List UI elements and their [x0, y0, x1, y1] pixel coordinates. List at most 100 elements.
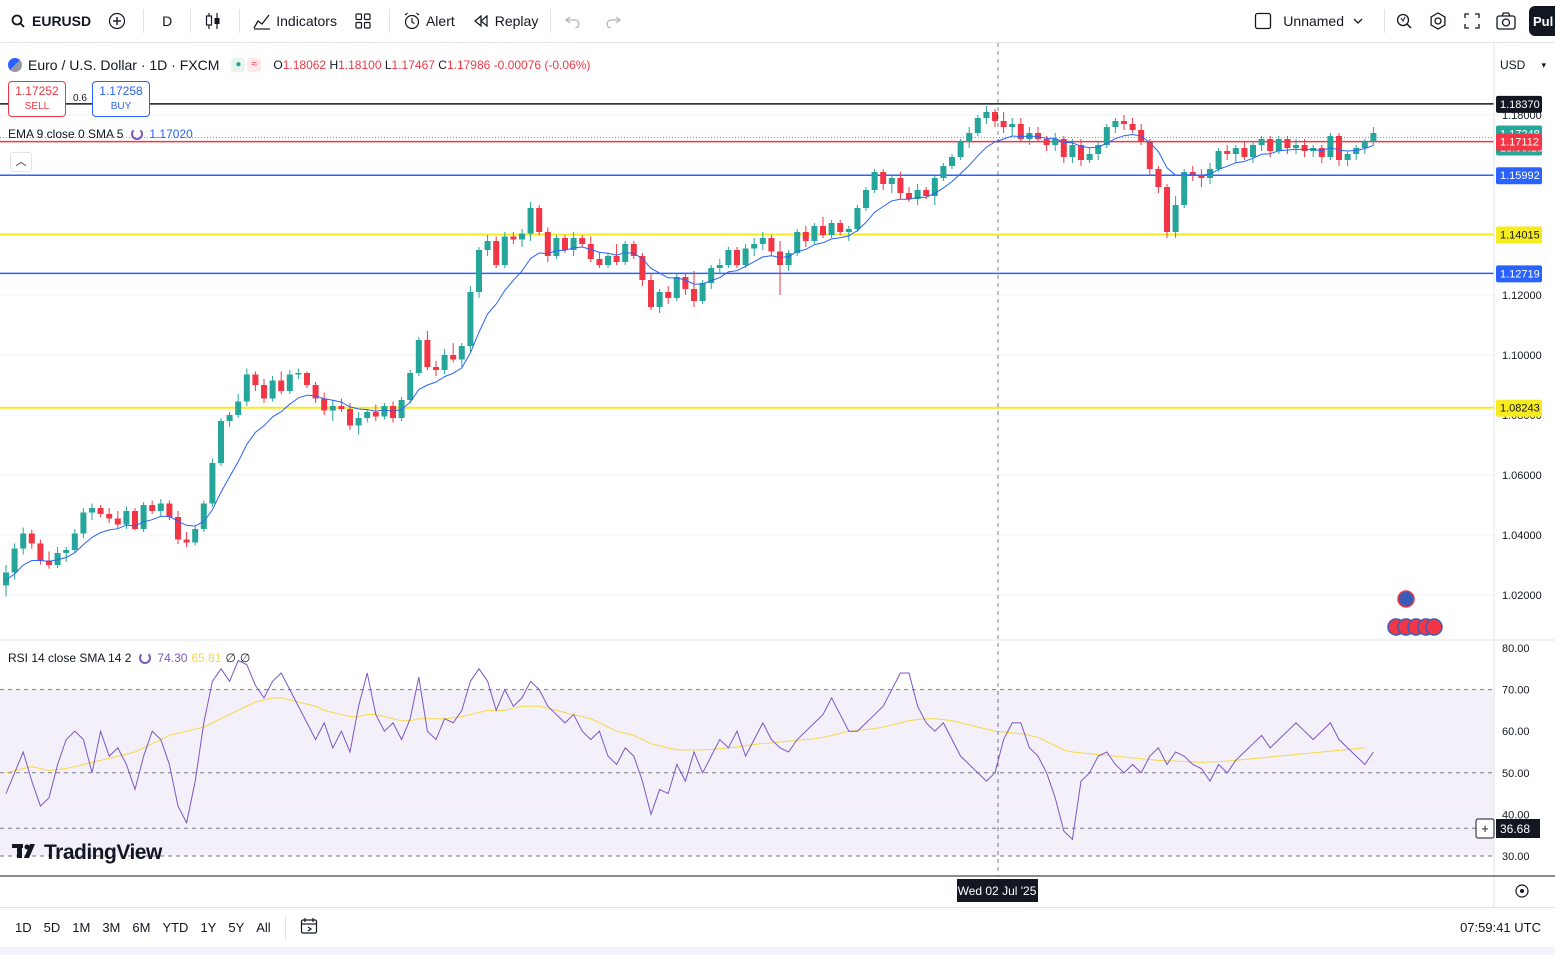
series-title[interactable]: Euro / U.S. Dollar · 1D · FXCM [28, 57, 220, 73]
candle-body [424, 340, 431, 367]
candle-body [175, 517, 181, 540]
rsi-tick-label: 50.00 [1502, 768, 1530, 780]
candle-body [1293, 145, 1299, 148]
candle-body [725, 250, 732, 265]
crosshair-date-text: Wed 02 Jul '25 [958, 884, 1037, 898]
rsi-tick-label: 40.00 [1502, 809, 1530, 821]
candle-body [235, 401, 242, 415]
ema-legend-label: EMA 9 close 0 SMA 5 [8, 127, 124, 141]
crosshair-date-label: Wed 02 Jul '25 [957, 879, 1038, 902]
economic-events-marker[interactable] [1387, 590, 1443, 636]
candle-body [931, 178, 938, 196]
price-level-label: 1.14015 [1500, 230, 1540, 242]
candle-body [613, 256, 620, 262]
rsi-crosshair-value: 36.68 [1500, 822, 1530, 836]
divider [190, 9, 192, 33]
candle-body [312, 385, 319, 399]
candle-body [1103, 127, 1110, 145]
price-tick-label: 1.12000 [1502, 290, 1542, 302]
utc-clock[interactable]: 07:59:41 UTC [1460, 920, 1541, 935]
candle-body [751, 244, 758, 249]
candle-body [441, 355, 448, 370]
chart-type-button[interactable] [195, 0, 235, 43]
range-button-all[interactable]: All [256, 920, 271, 935]
fullscreen-button[interactable] [1457, 0, 1491, 43]
low-value: 1.17467 [391, 58, 435, 72]
candle-body [1250, 145, 1256, 157]
candle-body [364, 412, 371, 418]
redo-button[interactable] [595, 0, 635, 43]
templates-button[interactable] [345, 0, 385, 43]
candle-body [63, 550, 70, 553]
candle-body [458, 346, 465, 360]
candle-body [37, 543, 44, 561]
ema-legend-value: 1.17020 [149, 127, 193, 141]
close-key: C [438, 58, 447, 72]
rsi-axis-ticks: 80.00 70.00 60.00 50.00 40.00 30.00 [1502, 643, 1530, 863]
currency-label: USD [1500, 58, 1526, 72]
candle-body [648, 280, 654, 307]
range-button-1m[interactable]: 1M [72, 920, 91, 935]
range-button-5d[interactable]: 5D [43, 920, 61, 935]
collapse-legend-button[interactable]: ︿ [10, 152, 32, 172]
symbol-search-button[interactable]: EURUSD [0, 0, 99, 43]
divider [284, 915, 286, 940]
candle-body [338, 406, 345, 409]
chevron-up-icon: ︿ [15, 156, 27, 168]
candle-body [794, 232, 801, 253]
range-button-1y[interactable]: 1Y [200, 920, 217, 935]
range-button-ytd[interactable]: YTD [162, 920, 189, 935]
candle-body [1164, 187, 1170, 232]
candle-body [450, 355, 457, 360]
candle-body [596, 259, 603, 265]
price-level-label-bg [1496, 265, 1542, 283]
add-alert-icon[interactable] [1475, 818, 1495, 839]
alert-button[interactable]: Alert [394, 0, 463, 43]
sell-label: SELL [24, 101, 50, 112]
range-button-3m[interactable]: 3M [102, 920, 121, 935]
axis-settings-button[interactable] [1515, 884, 1529, 898]
candle-body [682, 277, 689, 289]
price-tick-label: 1.02000 [1502, 590, 1542, 602]
candle-body [742, 248, 749, 265]
sell-button[interactable]: 1.17252 SELL [8, 81, 66, 117]
rsi-tick-label: 70.00 [1502, 685, 1530, 697]
snapshot-button[interactable] [1491, 0, 1525, 43]
chevron-down-icon [1348, 11, 1368, 31]
candle-body [811, 226, 818, 241]
alert-label: Alert [425, 13, 455, 29]
goto-date-button[interactable] [300, 917, 318, 938]
calendar-icon [300, 917, 318, 938]
interval-button[interactable]: D [148, 0, 186, 43]
candle-body [1224, 151, 1231, 154]
candle-body [1241, 148, 1248, 157]
publish-button[interactable]: Pul [1529, 6, 1555, 36]
tradingview-logo[interactable]: TradingView [12, 840, 162, 866]
range-button-1d[interactable]: 1D [15, 920, 32, 935]
chart-canvas[interactable]: 1.18000 1.12000 1.10000 1.06000 1.04000 1.020… [0, 43, 1555, 907]
undo-button[interactable] [555, 0, 595, 43]
rsi-legend[interactable]: RSI 14 close SMA 14 2 74.30 65.81 ∅ ∅ [8, 651, 250, 665]
candle-body [1258, 139, 1265, 145]
quick-search-button[interactable] [1389, 0, 1423, 43]
range-button-5y[interactable]: 5Y [228, 920, 245, 935]
candle-body [837, 223, 844, 232]
candle-body [501, 236, 508, 265]
candle-body [544, 232, 551, 256]
currency-select[interactable]: USD ▾ [1497, 54, 1549, 76]
ema-legend[interactable]: EMA 9 close 0 SMA 5 1.17020 [8, 127, 193, 141]
candle-body [562, 238, 568, 250]
range-button-6m[interactable]: 6M [132, 920, 151, 935]
layout-menu-button[interactable]: Unnamed [1245, 0, 1380, 43]
candle-body [1172, 205, 1179, 232]
compare-symbol-button[interactable] [99, 0, 139, 43]
candle-body [1207, 169, 1213, 178]
candle-body [3, 572, 9, 586]
candle-body [966, 133, 973, 142]
replay-button[interactable]: Replay [463, 0, 547, 43]
settings-button[interactable] [1423, 0, 1457, 43]
indicators-button[interactable]: Indicators [244, 0, 345, 43]
candle-body [587, 244, 594, 259]
buy-button[interactable]: 1.17258 BUY [92, 81, 150, 117]
